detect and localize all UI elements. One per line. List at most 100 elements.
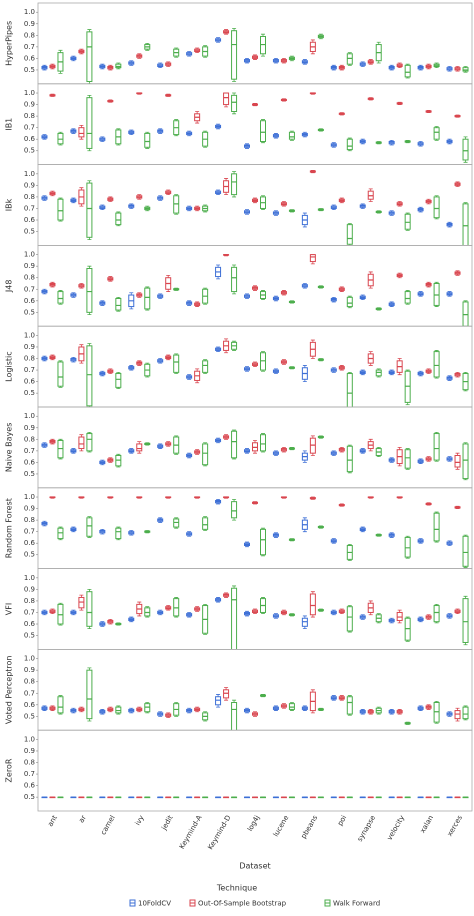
box: [462, 443, 469, 480]
x-tick-label: poi: [336, 814, 348, 827]
y-axis-label: Voted Perceptron: [5, 655, 14, 724]
y-tick-label: 0.8: [24, 355, 35, 363]
box: [86, 669, 93, 720]
y-tick-label: 0.9: [24, 666, 35, 674]
box: [260, 120, 266, 143]
box: [144, 132, 151, 148]
legend-label: 10FoldCV: [138, 900, 171, 908]
box: [115, 527, 122, 540]
x-axis-label: Dataset: [239, 862, 270, 871]
y-tick-label: 0.9: [24, 505, 35, 513]
box: [86, 591, 93, 627]
box: [462, 706, 469, 720]
y-axis-label: VFI: [5, 603, 14, 615]
x-tick-label: pbeans: [300, 814, 320, 840]
box: [86, 182, 93, 238]
box: [288, 131, 295, 140]
box: [202, 517, 209, 530]
y-tick-label: 0.5: [24, 632, 35, 640]
x-tick-label: synapse: [356, 814, 377, 843]
y-tick-label: 0.8: [24, 678, 35, 686]
panel-frame: [37, 83, 473, 166]
box: [346, 445, 353, 473]
box: [231, 701, 238, 731]
box: [260, 434, 266, 452]
y-tick-label: 0.8: [24, 435, 35, 443]
box: [346, 696, 353, 715]
box: [462, 598, 469, 643]
box: [231, 430, 238, 459]
plot-area: [41, 585, 469, 650]
y-tick-label: 1.0: [24, 655, 35, 663]
box: [346, 606, 353, 632]
box: [462, 138, 469, 161]
panel-frame: [37, 649, 473, 731]
box: [404, 449, 411, 469]
panel-frame: [37, 729, 473, 812]
y-tick-label: 0.5: [24, 228, 35, 236]
y-tick-label: 0.9: [24, 747, 35, 755]
y-axis-label: Logistic: [5, 351, 14, 381]
y-tick-label: 1.0: [24, 735, 35, 743]
y-tick-label: 0.6: [24, 378, 36, 386]
box: [78, 436, 85, 450]
box: [231, 173, 238, 196]
y-tick-label: 0.7: [24, 366, 35, 374]
y-axis-label: Random Forest: [5, 498, 14, 558]
y-tick-label: 1.0: [24, 574, 35, 582]
y-tick-label: 0.5: [24, 470, 35, 478]
box: [136, 443, 143, 452]
plot-area: [41, 92, 469, 163]
box: [433, 433, 440, 461]
plot-area: [41, 667, 469, 731]
box: [231, 266, 238, 293]
y-tick-label: 0.6: [24, 135, 36, 143]
y-tick-label: 0.7: [24, 770, 35, 778]
box: [173, 354, 180, 373]
x-tick-label: jedit: [160, 814, 175, 832]
box: [86, 267, 93, 313]
y-tick-label: 0.6: [24, 620, 36, 628]
box: [231, 94, 238, 113]
plot-area: [41, 338, 469, 408]
y-tick-label: 1.0: [24, 170, 35, 178]
box: [433, 351, 440, 378]
y-tick-label: 0.5: [24, 66, 35, 74]
y-tick-label: 1.0: [24, 331, 35, 339]
y-axis-label: J48: [5, 280, 14, 294]
legend-label: Out-Of-Sample Bootstrap: [198, 900, 287, 908]
y-tick-label: 0.6: [24, 539, 36, 547]
plot-area: [41, 429, 469, 481]
box: [433, 196, 440, 219]
y-tick-label: 1.0: [24, 412, 35, 420]
box: [57, 198, 64, 221]
y-tick-label: 0.5: [24, 793, 35, 801]
y-tick-label: 0.7: [24, 285, 35, 293]
box: [231, 587, 238, 650]
y-axis-label: IBk: [5, 198, 14, 211]
y-tick-label: 0.9: [24, 181, 35, 189]
y-tick-label: 0.6: [24, 216, 36, 224]
y-tick-label: 0.9: [24, 343, 35, 351]
y-tick-label: 0.5: [24, 147, 35, 155]
x-tick-label: ant: [46, 814, 59, 828]
plot-area: [41, 254, 469, 327]
legend-title: Technique: [216, 884, 257, 893]
y-tick-label: 0.7: [24, 689, 35, 697]
y-tick-label: 0.5: [24, 389, 35, 397]
y-tick-label: 0.7: [24, 528, 35, 536]
y-tick-label: 0.8: [24, 274, 35, 282]
legend-label: Walk Forward: [333, 900, 380, 908]
x-tick-label: xerces: [446, 814, 464, 838]
y-tick-label: 1.0: [24, 89, 35, 97]
y-tick-label: 0.9: [24, 585, 35, 593]
plot-area: [41, 496, 469, 568]
x-tick-label: velocity: [386, 814, 407, 842]
y-tick-label: 0.8: [24, 516, 35, 524]
box: [346, 138, 353, 151]
y-tick-label: 0.7: [24, 124, 35, 132]
box: [223, 92, 230, 106]
box: [86, 31, 93, 82]
x-tick-label: camel: [99, 814, 117, 836]
y-tick-label: 0.8: [24, 31, 35, 39]
